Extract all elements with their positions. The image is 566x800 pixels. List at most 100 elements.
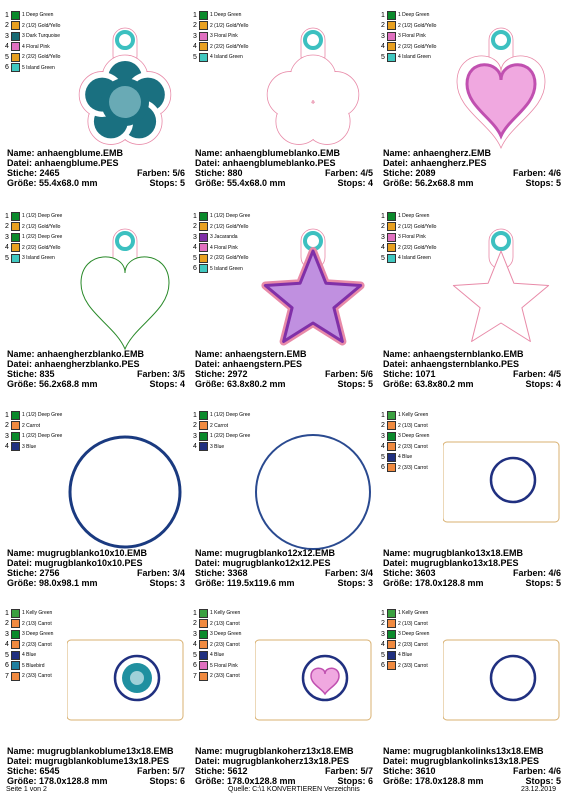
preview-graphic bbox=[452, 228, 550, 342]
color-swatch bbox=[11, 421, 20, 430]
design-name: Name: anhaengstern.EMB bbox=[195, 349, 307, 359]
stops: Stops: 5 bbox=[525, 578, 561, 588]
color-label: 3 Island Green bbox=[22, 255, 55, 261]
size-row: Größe: 119.5x119.6 mm Stops: 3 bbox=[195, 578, 373, 588]
design-file: Datei: mugrugblankolinks13x18.PES bbox=[383, 756, 540, 766]
color-label: 2 (1/2) Gold/Yello bbox=[398, 22, 437, 29]
size: Größe: 98.0x98.1 mm bbox=[7, 578, 98, 588]
preview-graphic bbox=[78, 27, 172, 145]
color-index: 1 bbox=[381, 11, 385, 19]
color-row: 1 1 (1/2) Deep Gree bbox=[193, 410, 254, 420]
color-row: 6 5 Floral Pink bbox=[193, 661, 254, 671]
color-swatch bbox=[387, 608, 396, 618]
color-index: 5 bbox=[381, 651, 385, 659]
design-info: Name: anhaengblumeblanko.EMB Datei: anhae… bbox=[195, 148, 373, 188]
color-row: 3 3 Floral Pink bbox=[381, 232, 442, 242]
design-preview bbox=[255, 221, 375, 361]
color-row: 4 4 Floral Pink bbox=[5, 42, 66, 52]
design-card: 1 1 Deep Green 2 2 (1/2) Gold/Yello 3 3 Flora… bbox=[193, 10, 378, 206]
color-row: 2 2 (1/2) Gold/Yello bbox=[5, 21, 66, 31]
color-swatch bbox=[199, 671, 208, 681]
color-row: 2 2 (1/2) Gold/Yello bbox=[381, 222, 442, 232]
color-index: 6 bbox=[5, 662, 9, 669]
color-label: 4 Blue bbox=[398, 454, 413, 460]
stitch-row: Stiche: 1071 Farben: 4/5 bbox=[383, 369, 561, 379]
color-swatch bbox=[387, 661, 396, 670]
size-row: Größe: 55.4x68.0 mm Stops: 5 bbox=[7, 178, 185, 188]
color-index: 6 bbox=[193, 662, 197, 669]
design-card: 1 1 Deep Green 2 2 (1/2) Gold/Yello 3 3 Flora… bbox=[381, 211, 566, 407]
design-file: Datei: anhaengherzblanko.PES bbox=[7, 359, 140, 369]
design-name: Name: mugrugblankoblume13x18.EMB bbox=[7, 746, 174, 756]
color-row: 7 2 (3/3) Carrot bbox=[5, 671, 66, 681]
page-number: Seite 1 von 2 bbox=[6, 786, 47, 793]
color-row: 7 2 (3/3) Carrot bbox=[193, 671, 254, 681]
color-swatch bbox=[199, 608, 208, 618]
color-row: 1 1 Kelly Green bbox=[193, 608, 254, 618]
color-label: 1 (2/2) Deep Gree bbox=[22, 234, 63, 240]
preview-graphic bbox=[254, 639, 372, 721]
color-index: 1 bbox=[381, 411, 385, 419]
design-info: Name: mugrugblankoherz13x18.EMB Datei: mu… bbox=[195, 746, 373, 786]
color-count: Farben: 4/6 bbox=[512, 568, 561, 578]
color-swatch bbox=[199, 431, 208, 441]
color-label: 2 (1/2) Gold/Yello bbox=[398, 223, 437, 230]
size-row: Größe: 55.4x68.0 mm Stops: 4 bbox=[195, 178, 373, 188]
color-label: 1 Deep Green bbox=[210, 12, 242, 18]
color-label: 5 Bluebird bbox=[22, 662, 45, 669]
color-label: 1 Kelly Green bbox=[398, 412, 429, 418]
color-label: 2 (3/3) Carrot bbox=[398, 464, 428, 471]
color-row: 5 4 Island Green bbox=[381, 52, 442, 62]
color-index: 3 bbox=[193, 233, 197, 241]
color-label: 1 Kelly Green bbox=[210, 610, 241, 616]
stitch-row: Stiche: 3610 Farben: 4/6 bbox=[383, 766, 561, 776]
color-index: 2 bbox=[193, 620, 197, 627]
color-row: 4 2 (2/3) Carrot bbox=[381, 442, 442, 452]
date: 23.12.2019 bbox=[520, 786, 556, 793]
color-row: 1 1 Kelly Green bbox=[381, 608, 442, 618]
color-index: 1 bbox=[5, 212, 9, 220]
design-card: 1 1 (1/2) Deep Gree 2 2 Carrot 3 1 (2/2) Deep… bbox=[5, 410, 190, 606]
color-label: 2 Carrot bbox=[22, 422, 41, 429]
color-swatch bbox=[387, 42, 396, 51]
color-swatch bbox=[199, 52, 208, 62]
color-index: 4 bbox=[381, 443, 385, 450]
color-swatch bbox=[199, 10, 208, 20]
stitch-row: Stiche: 880 Farben: 4/5 bbox=[195, 168, 373, 178]
stitches: Stiche: 2465 bbox=[7, 168, 60, 178]
color-row: 6 5 Island Green bbox=[193, 264, 254, 274]
color-label: 4 Blue bbox=[210, 652, 225, 658]
design-name: Name: mugrugblankoherz13x18.EMB bbox=[195, 746, 354, 756]
color-label: 3 Deep Green bbox=[210, 631, 242, 637]
color-swatch bbox=[387, 629, 396, 639]
color-index: 6 bbox=[381, 464, 385, 471]
color-row: 1 1 Deep Green bbox=[381, 211, 442, 221]
color-label: 4 Blue bbox=[22, 652, 37, 658]
color-row: 4 4 Floral Pink bbox=[193, 243, 254, 253]
color-count: Farben: 5/7 bbox=[136, 766, 185, 776]
design-name: Name: anhaengblumeblanko.EMB bbox=[195, 148, 341, 158]
color-label: 3 Deep Green bbox=[398, 433, 430, 439]
color-swatch bbox=[11, 671, 20, 681]
color-label: 2 (2/3) Carrot bbox=[398, 443, 428, 450]
color-swatch bbox=[199, 442, 208, 451]
color-index: 7 bbox=[193, 672, 197, 680]
design-file: Datei: mugrugblankoblume13x18.PES bbox=[7, 756, 170, 766]
color-index: 3 bbox=[5, 32, 9, 40]
color-index: 2 bbox=[5, 22, 9, 29]
color-swatch bbox=[387, 650, 396, 660]
color-label: 2 (3/3) Carrot bbox=[22, 673, 52, 679]
color-index: 1 bbox=[193, 609, 197, 617]
size: Größe: 55.4x68.0 mm bbox=[195, 178, 286, 188]
color-swatch bbox=[11, 661, 20, 670]
color-swatch bbox=[11, 222, 20, 231]
color-label: 4 Island Green bbox=[398, 255, 431, 261]
color-row: 1 1 (1/2) Deep Gree bbox=[193, 211, 254, 221]
color-label: 5 Island Green bbox=[22, 64, 55, 71]
color-count: Farben: 3/4 bbox=[324, 568, 373, 578]
design-card: 1 1 Deep Green 2 2 (1/2) Gold/Yello 3 3 Flora… bbox=[381, 10, 566, 206]
size: Größe: 178.0x128.8 mm bbox=[383, 776, 484, 786]
design-file: Datei: anhaengblume.PES bbox=[7, 158, 119, 168]
color-index: 4 bbox=[5, 641, 9, 648]
color-label: 4 Floral Pink bbox=[22, 43, 50, 50]
